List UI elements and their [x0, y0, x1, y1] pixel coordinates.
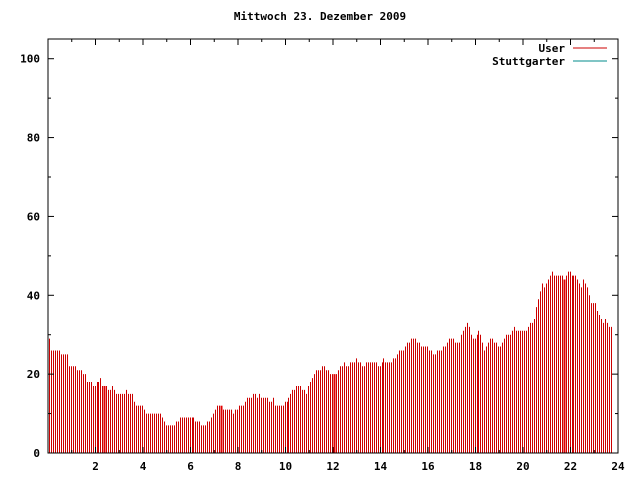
- user-bars-group: [49, 271, 612, 453]
- y-tick-label: 80: [27, 132, 40, 145]
- x-tick-label: 8: [235, 460, 242, 473]
- x-tick-label: 12: [326, 460, 339, 473]
- x-tick-label: 6: [187, 460, 194, 473]
- x-tick-label: 22: [564, 460, 577, 473]
- x-tick-label: 4: [140, 460, 147, 473]
- y-tick-label: 100: [20, 53, 40, 66]
- x-tick-label: 18: [469, 460, 482, 473]
- y-tick-label: 0: [33, 447, 40, 460]
- x-tick-label: 2: [92, 460, 99, 473]
- chart-title: Mittwoch 23. Dezember 2009: [233, 10, 407, 23]
- x-tick-label: 10: [279, 460, 292, 473]
- x-tick-label: 16: [421, 460, 435, 473]
- legend-label: User: [539, 42, 566, 55]
- y-tick-label: 40: [27, 289, 40, 302]
- x-axis: 2 4 6 8 10 12 14 16 18 20 22 24: [71, 39, 625, 473]
- y-axis: 0 20 40 60 80 100: [20, 53, 618, 460]
- x-tick-label: 14: [374, 460, 388, 473]
- y-tick-label: 60: [27, 210, 40, 223]
- y-tick-label: 20: [27, 368, 40, 381]
- x-tick-label: 24: [611, 460, 625, 473]
- legend-label: Stuttgarter: [492, 55, 565, 68]
- x-tick-label: 20: [516, 460, 529, 473]
